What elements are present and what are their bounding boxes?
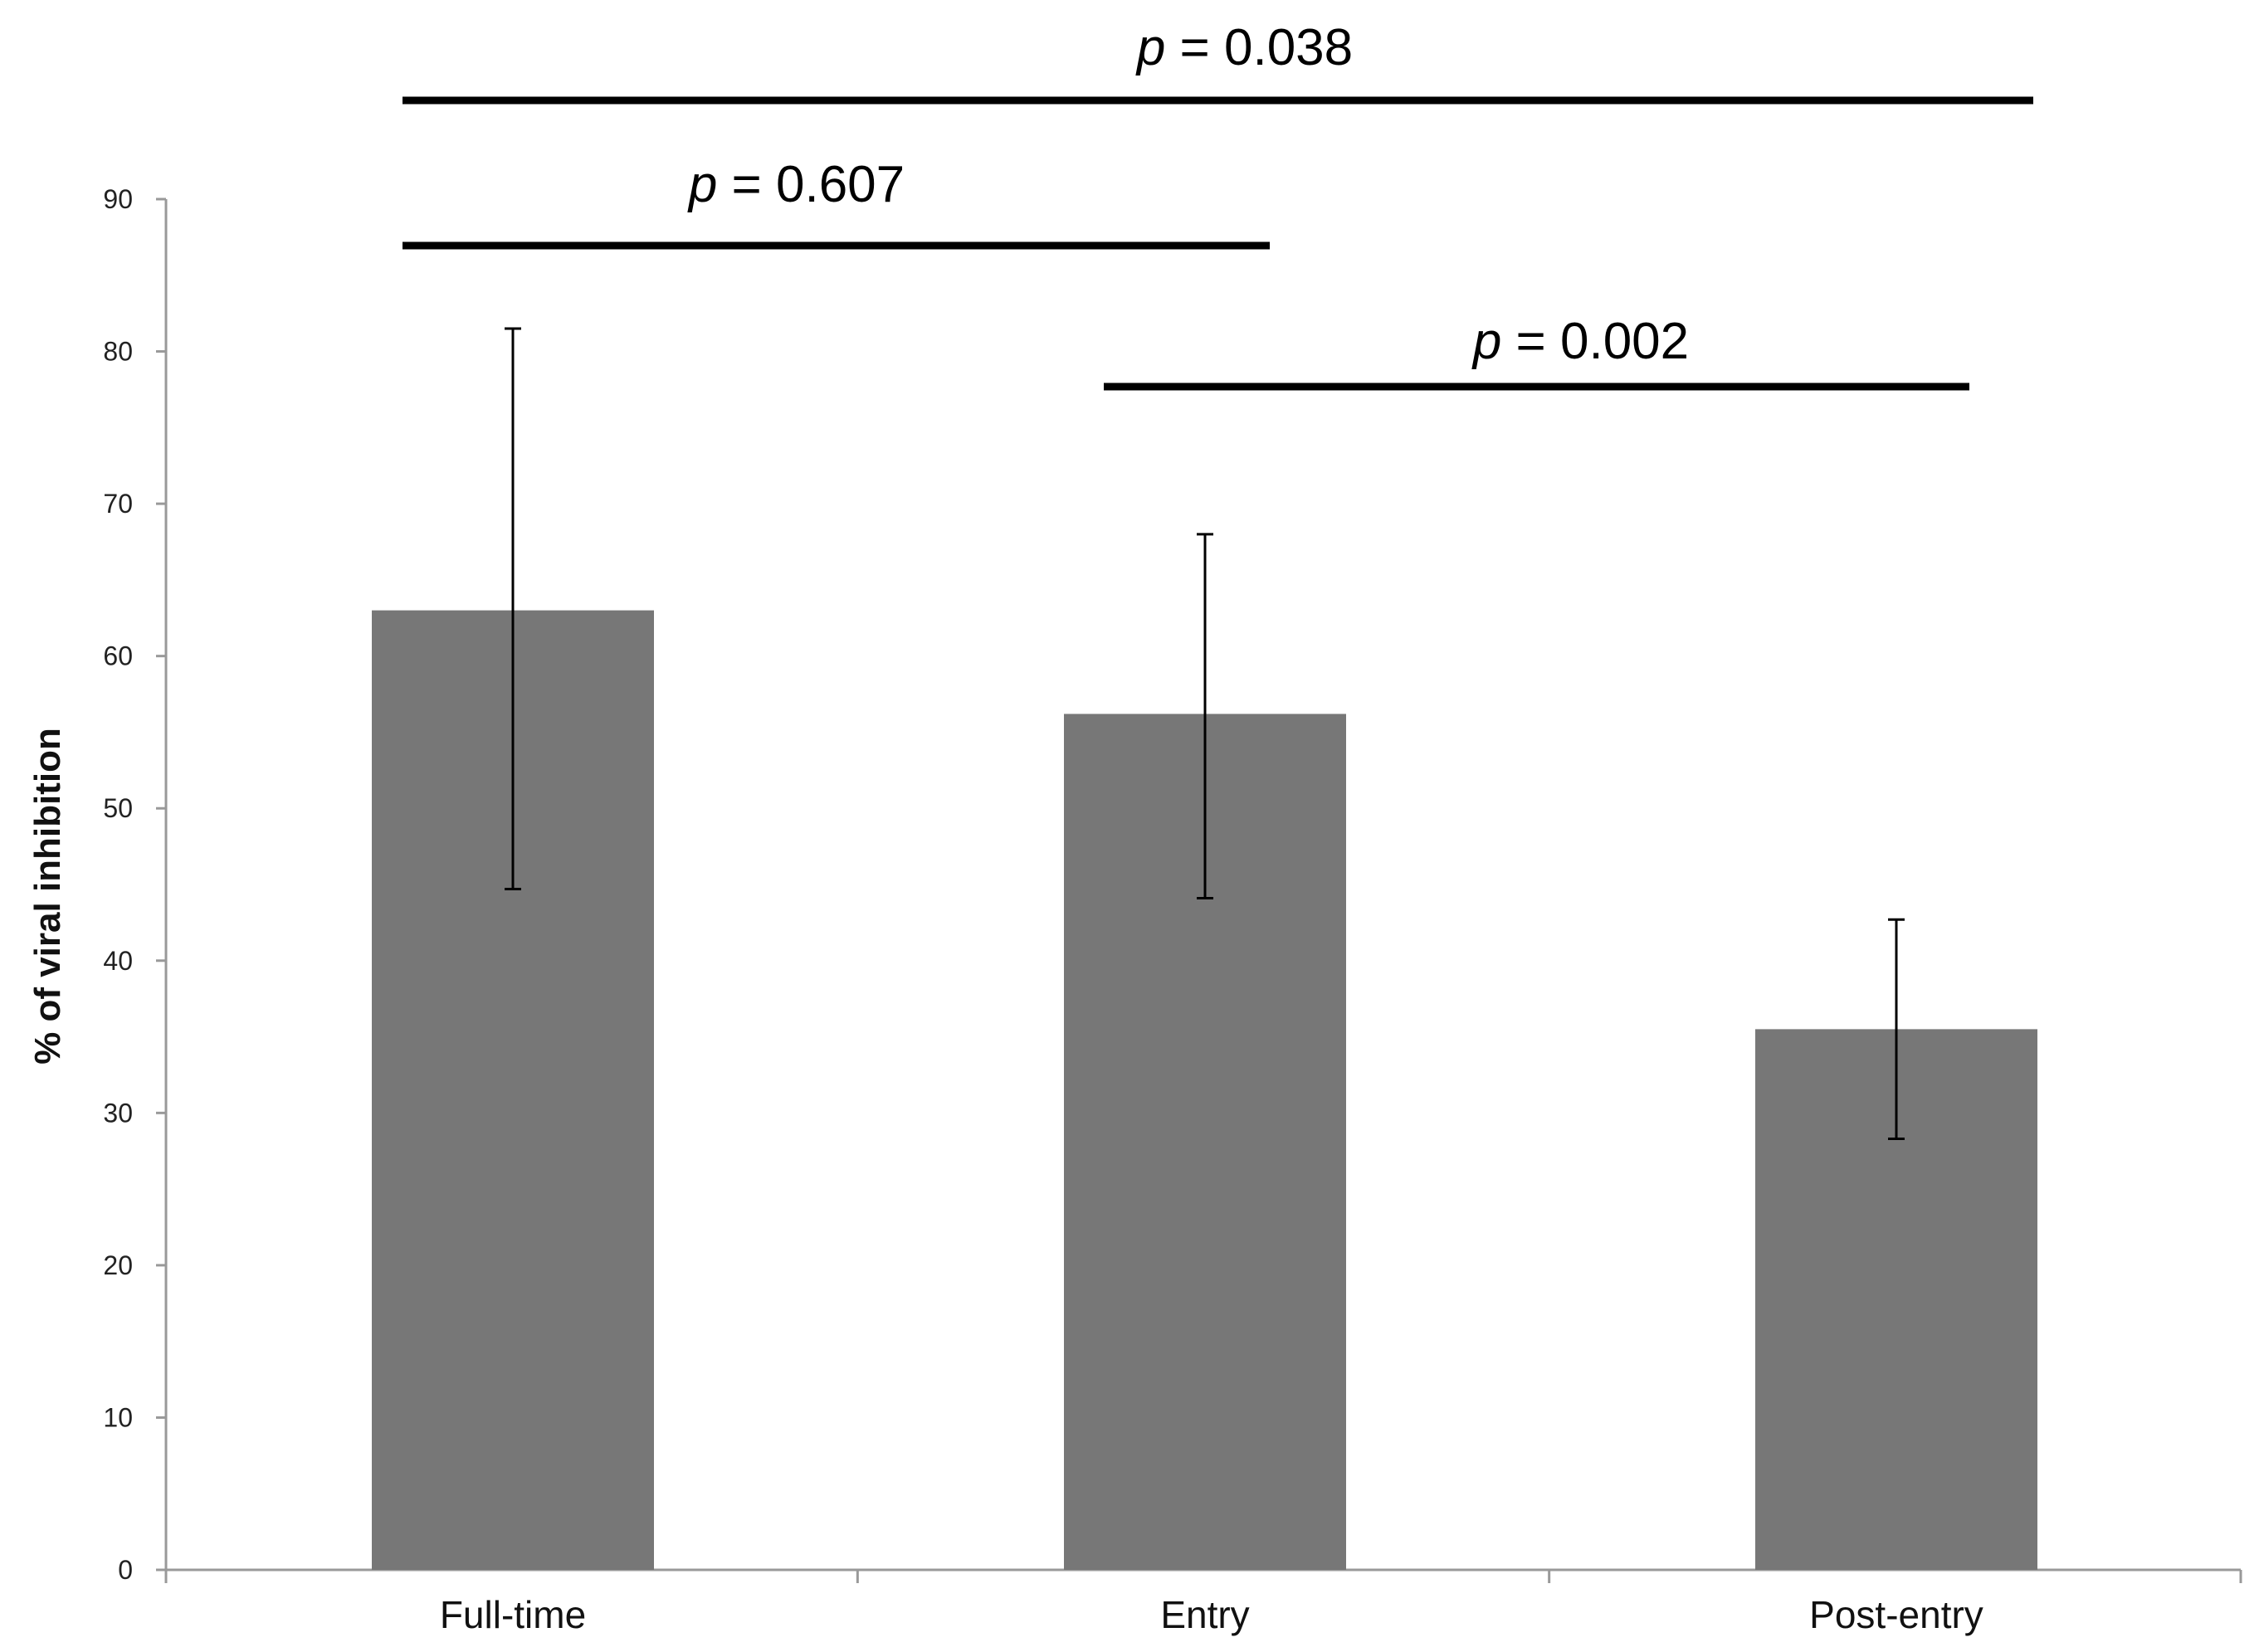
y-tick-label: 60 bbox=[103, 641, 133, 671]
error-bar bbox=[1197, 533, 1213, 900]
significance-annotations: p = 0.038 p = 0.607 p = 0.002 bbox=[403, 19, 2033, 391]
p-value-label: p = 0.002 bbox=[1471, 313, 1689, 370]
error-bars bbox=[505, 327, 1905, 1141]
significance-annotation: p = 0.002 bbox=[1104, 313, 1969, 391]
y-tick-label: 10 bbox=[103, 1402, 133, 1432]
x-tick-label: Entry bbox=[1160, 1593, 1249, 1636]
significance-annotation: p = 0.038 bbox=[403, 19, 2033, 105]
y-tick-label: 30 bbox=[103, 1098, 133, 1128]
y-tick-label: 70 bbox=[103, 489, 133, 519]
y-tick-label: 20 bbox=[103, 1250, 133, 1280]
p-value-label: p = 0.038 bbox=[1135, 19, 1353, 76]
y-axis-label: % of viral inhibition bbox=[27, 728, 68, 1065]
error-bar bbox=[1888, 918, 1905, 1141]
y-tick-label: 40 bbox=[103, 946, 133, 976]
error-bar bbox=[505, 327, 521, 891]
y-tick-label: 50 bbox=[103, 793, 133, 823]
y-tick-label: 80 bbox=[103, 337, 133, 367]
bars bbox=[372, 610, 2037, 1571]
y-tick-label: 90 bbox=[103, 184, 133, 214]
significance-annotation: p = 0.607 bbox=[403, 156, 1270, 250]
p-value-label: p = 0.607 bbox=[687, 156, 905, 213]
x-tick-label: Full-time bbox=[440, 1593, 586, 1636]
x-tick-label: Post-entry bbox=[1809, 1593, 1983, 1636]
y-tick-label: 0 bbox=[118, 1555, 133, 1585]
